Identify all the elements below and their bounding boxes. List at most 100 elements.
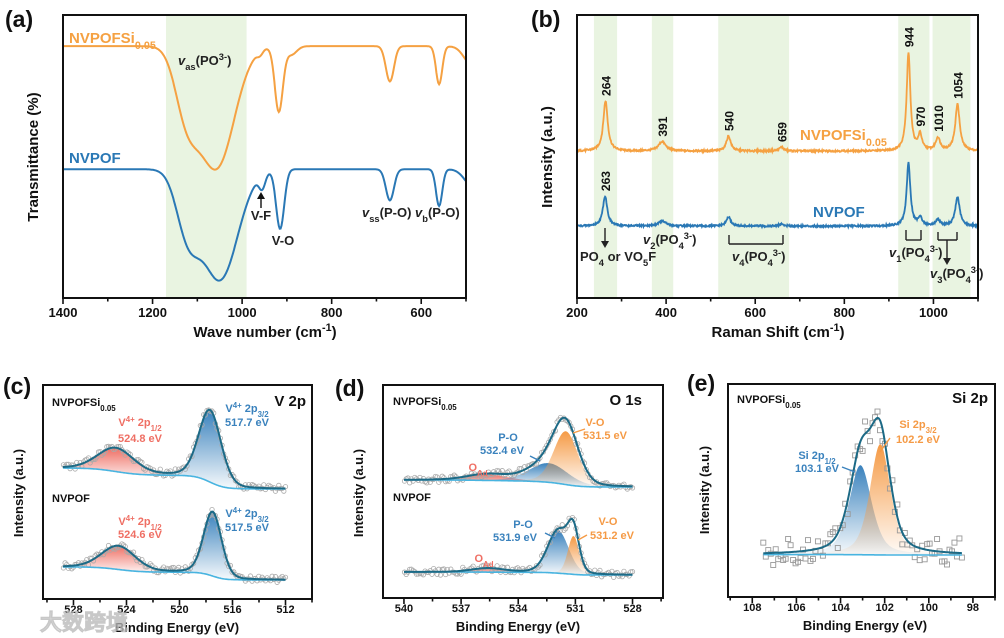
data-point xyxy=(129,551,135,557)
x-tick-label: 200 xyxy=(566,305,588,320)
text-part: NVPOF xyxy=(69,150,121,167)
chart-title: Si 2p xyxy=(952,390,988,407)
x-axis-label: Wave number (cm-1) xyxy=(193,322,336,341)
data-point xyxy=(621,568,627,574)
text-part: (P-O) xyxy=(380,205,412,220)
data-point xyxy=(939,558,945,565)
text-part: as xyxy=(185,62,195,72)
component-label: V4+ 2p3/2 xyxy=(225,401,269,419)
x-tick-label: 600 xyxy=(410,305,432,320)
annotation: v2(PO43-) xyxy=(643,231,696,251)
data-point xyxy=(427,568,433,574)
legend-nvpofsi: NVPOFSi0.05 xyxy=(800,127,887,149)
data-point xyxy=(479,474,485,480)
text-part: 2p xyxy=(242,508,258,520)
text-part: 4+ xyxy=(126,514,135,523)
component-label: P-O xyxy=(498,432,518,444)
text-part: ) xyxy=(979,266,983,281)
text-part: Si 2p xyxy=(798,450,825,462)
annotation: V-F xyxy=(251,208,271,223)
data-point xyxy=(956,535,963,542)
panel-c: 528 524 520 516 512 Binding Energy (eV) Intens… xyxy=(3,373,313,635)
component-energy: 531.2 eV xyxy=(590,530,635,542)
component-label: OAd xyxy=(468,462,487,478)
plot-frame xyxy=(576,14,979,299)
text-part: Raman Shift (cm xyxy=(712,324,830,341)
component-label: V4+ 2p3/2 xyxy=(225,506,269,524)
text-part: 4+ xyxy=(233,401,242,410)
x-tick-label: 534 xyxy=(509,603,528,615)
text-part: ) xyxy=(938,245,942,260)
arrow-head xyxy=(257,192,265,199)
x-tick-label: 1000 xyxy=(228,305,257,320)
text-part: 0.05 xyxy=(866,137,887,149)
data-point xyxy=(921,556,928,563)
x-axis-label: Binding Energy (eV) xyxy=(115,620,239,635)
text-part: 0.05 xyxy=(100,404,116,413)
component-fill xyxy=(504,431,628,487)
component-energy: 524.8 eV xyxy=(118,433,163,445)
data-point xyxy=(269,573,275,579)
text-part: PO xyxy=(580,249,599,264)
text-part: 3/2 xyxy=(258,515,270,524)
leader-line xyxy=(544,532,556,539)
peak-label: 659 xyxy=(776,122,790,142)
data-point xyxy=(629,569,636,575)
leader-line xyxy=(529,455,541,462)
series-line xyxy=(63,168,467,282)
peak-label: 1010 xyxy=(932,105,946,132)
data-point xyxy=(874,408,881,415)
data-point xyxy=(827,531,834,538)
y-axis-label: Intensity (a.u.) xyxy=(11,449,26,537)
data-point xyxy=(802,555,809,562)
text-part: v xyxy=(362,205,370,220)
plot-frame xyxy=(62,14,467,299)
panel-label: (b) xyxy=(531,6,560,32)
text-part: 3- xyxy=(219,52,227,62)
x-tick-label: 1000 xyxy=(919,305,948,320)
y-axis-label: Transmittance (%) xyxy=(25,92,42,221)
text-part: NVPOFSi xyxy=(69,30,135,47)
component-label: P-O xyxy=(513,519,533,531)
text-part: v xyxy=(889,245,897,260)
text-part: NVPOFSi xyxy=(393,396,441,408)
text-part: V xyxy=(225,403,233,415)
text-part: 1/2 xyxy=(825,457,837,466)
component-label: V-O xyxy=(586,417,605,429)
series-line xyxy=(576,161,979,230)
highlight-band xyxy=(593,16,618,297)
sample-label: NVPOF xyxy=(52,493,90,505)
x-tick-label: 106 xyxy=(787,602,805,614)
highlight-band xyxy=(651,16,674,297)
text-part: (PO xyxy=(901,245,924,260)
data-point xyxy=(232,477,239,484)
peak-label: 263 xyxy=(599,171,613,191)
text-part: 3- xyxy=(773,248,781,258)
sample-label: NVPOFSi0.05 xyxy=(737,394,801,410)
data-point xyxy=(862,418,869,425)
x-tick-label: 528 xyxy=(64,604,82,616)
background-line xyxy=(62,467,286,490)
text-part: ) xyxy=(692,232,696,247)
leader-line xyxy=(577,534,588,541)
arrow-head xyxy=(943,258,951,265)
highlight-band xyxy=(898,16,930,297)
component-energy: 531.9 eV xyxy=(493,532,538,544)
text-part: 4 xyxy=(768,258,774,268)
text-part: 1 xyxy=(896,254,901,264)
text-part: Binding Energy (eV) xyxy=(456,619,580,634)
text-part: Ad xyxy=(477,469,488,478)
data-point xyxy=(953,553,960,560)
text-part: 3- xyxy=(930,244,938,254)
x-tick-label: 108 xyxy=(743,602,761,614)
component-fill xyxy=(544,536,603,575)
data-point xyxy=(916,557,923,564)
component-fill xyxy=(405,568,571,575)
y-axis-label: Intensity (a.u.) xyxy=(351,449,366,537)
chart-title: O 1s xyxy=(609,392,642,409)
text-part: ) xyxy=(227,53,231,68)
chart-title: V 2p xyxy=(274,393,306,410)
x-tick-label: 1400 xyxy=(49,305,78,320)
text-part: 3- xyxy=(684,231,692,241)
text-part: v xyxy=(732,249,740,264)
